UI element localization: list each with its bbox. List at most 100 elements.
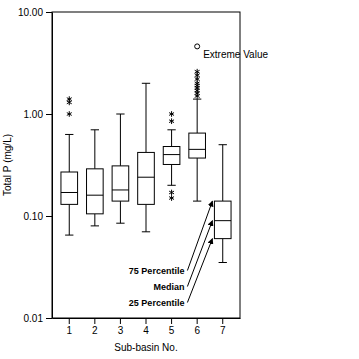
lower-cap [167, 185, 175, 186]
box [214, 201, 231, 239]
y-tick: 1.00 [24, 109, 52, 120]
median-line [61, 192, 78, 193]
box [138, 152, 155, 204]
y-tick: 0.01 [24, 313, 52, 324]
box [163, 147, 180, 165]
box-group [138, 83, 155, 232]
x-tick-label: 7 [220, 325, 226, 336]
box [87, 169, 104, 214]
median-line [214, 220, 231, 221]
lower-whisker [146, 204, 147, 231]
annotation: 75 Percentile [129, 266, 185, 276]
median-line [189, 149, 206, 150]
outlier [169, 111, 174, 117]
y-tick-mark [46, 12, 52, 13]
outlier [169, 190, 174, 196]
lower-cap [219, 262, 227, 263]
y-tick-label: 0.01 [24, 313, 44, 324]
annotation: Extreme Value [203, 49, 268, 60]
lower-whisker [171, 164, 172, 185]
upper-whisker [69, 134, 70, 172]
lower-whisker [197, 158, 198, 201]
upper-cap [142, 83, 150, 84]
median-line [138, 177, 155, 178]
annotation-arrow [187, 239, 212, 303]
lower-whisker [222, 239, 223, 263]
median-line [87, 195, 104, 196]
box-group [214, 145, 231, 263]
y-tick-label: 0.10 [24, 211, 44, 222]
x-tick-mark [94, 318, 95, 324]
y-tick-mark [46, 114, 52, 115]
y-axis: 0.01 0.10 1.00 10.00 [18, 7, 53, 324]
x-tick: 6 [194, 318, 200, 336]
box [189, 133, 206, 158]
upper-whisker [120, 114, 121, 166]
upper-cap [65, 134, 73, 135]
lower-cap [116, 223, 124, 224]
box-group [163, 111, 180, 201]
annotation: 25 Percentile [129, 298, 185, 308]
box-group [87, 130, 104, 226]
y-axis-title: Total P (mg/L) [2, 134, 13, 196]
box-group [112, 114, 129, 223]
x-tick-mark [171, 318, 172, 324]
lower-cap [91, 225, 99, 226]
x-tick-mark [222, 318, 223, 324]
y-tick-mark [46, 318, 52, 319]
upper-whisker [171, 130, 172, 147]
upper-whisker [197, 99, 198, 133]
annotation: Median [153, 282, 184, 292]
x-tick-mark [197, 318, 198, 324]
x-tick-mark [120, 318, 121, 324]
x-tick-mark [146, 318, 147, 324]
lower-whisker [69, 204, 70, 235]
outlier [169, 195, 174, 201]
y-tick-label: 10.00 [18, 7, 43, 18]
y-tick-label: 1.00 [24, 109, 44, 120]
x-tick: 5 [169, 318, 175, 336]
x-tick-label: 4 [143, 325, 149, 336]
box-group [189, 44, 206, 201]
x-tick: 2 [92, 318, 98, 336]
x-axis: 1 2 3 4 5 6 7 [53, 318, 241, 336]
annotations: Extreme Value 75 Percentile Median 25 Perce… [129, 49, 269, 307]
extreme-point [195, 44, 200, 49]
x-tick-label: 2 [92, 325, 98, 336]
upper-whisker [146, 83, 147, 152]
x-tick: 4 [143, 318, 149, 336]
y-tick-mark [46, 216, 52, 217]
y-axis-line [52, 13, 53, 319]
outlier [195, 69, 200, 75]
upper-whisker [94, 130, 95, 169]
outlier [67, 96, 72, 102]
y-tick: 0.10 [24, 211, 52, 222]
box [112, 166, 129, 201]
x-tick-label: 1 [66, 325, 72, 336]
x-tick-mark [69, 318, 70, 324]
boxes [61, 44, 231, 263]
outlier [67, 111, 72, 117]
chart: 0.010.101.0010.001234567Sub-basin No.Tot… [0, 0, 359, 359]
lower-cap [142, 231, 150, 232]
x-tick: 1 [66, 318, 72, 336]
median-line [112, 189, 129, 190]
annotation-arrow [187, 221, 212, 287]
x-tick-label: 5 [169, 325, 175, 336]
annotation-arrow [187, 201, 212, 270]
box [61, 172, 78, 204]
lower-whisker [120, 201, 121, 223]
upper-whisker [222, 145, 223, 201]
x-tick-label: 6 [194, 325, 200, 336]
upper-cap [91, 129, 99, 130]
outlier [169, 118, 174, 124]
upper-cap [167, 129, 175, 130]
box-group [61, 96, 78, 235]
median-line [163, 154, 180, 155]
x-tick-label: 3 [118, 325, 124, 336]
x-tick: 7 [220, 318, 226, 336]
lower-whisker [94, 214, 95, 226]
x-tick: 3 [118, 318, 124, 336]
y-tick: 10.00 [18, 7, 52, 18]
lower-cap [65, 235, 73, 236]
